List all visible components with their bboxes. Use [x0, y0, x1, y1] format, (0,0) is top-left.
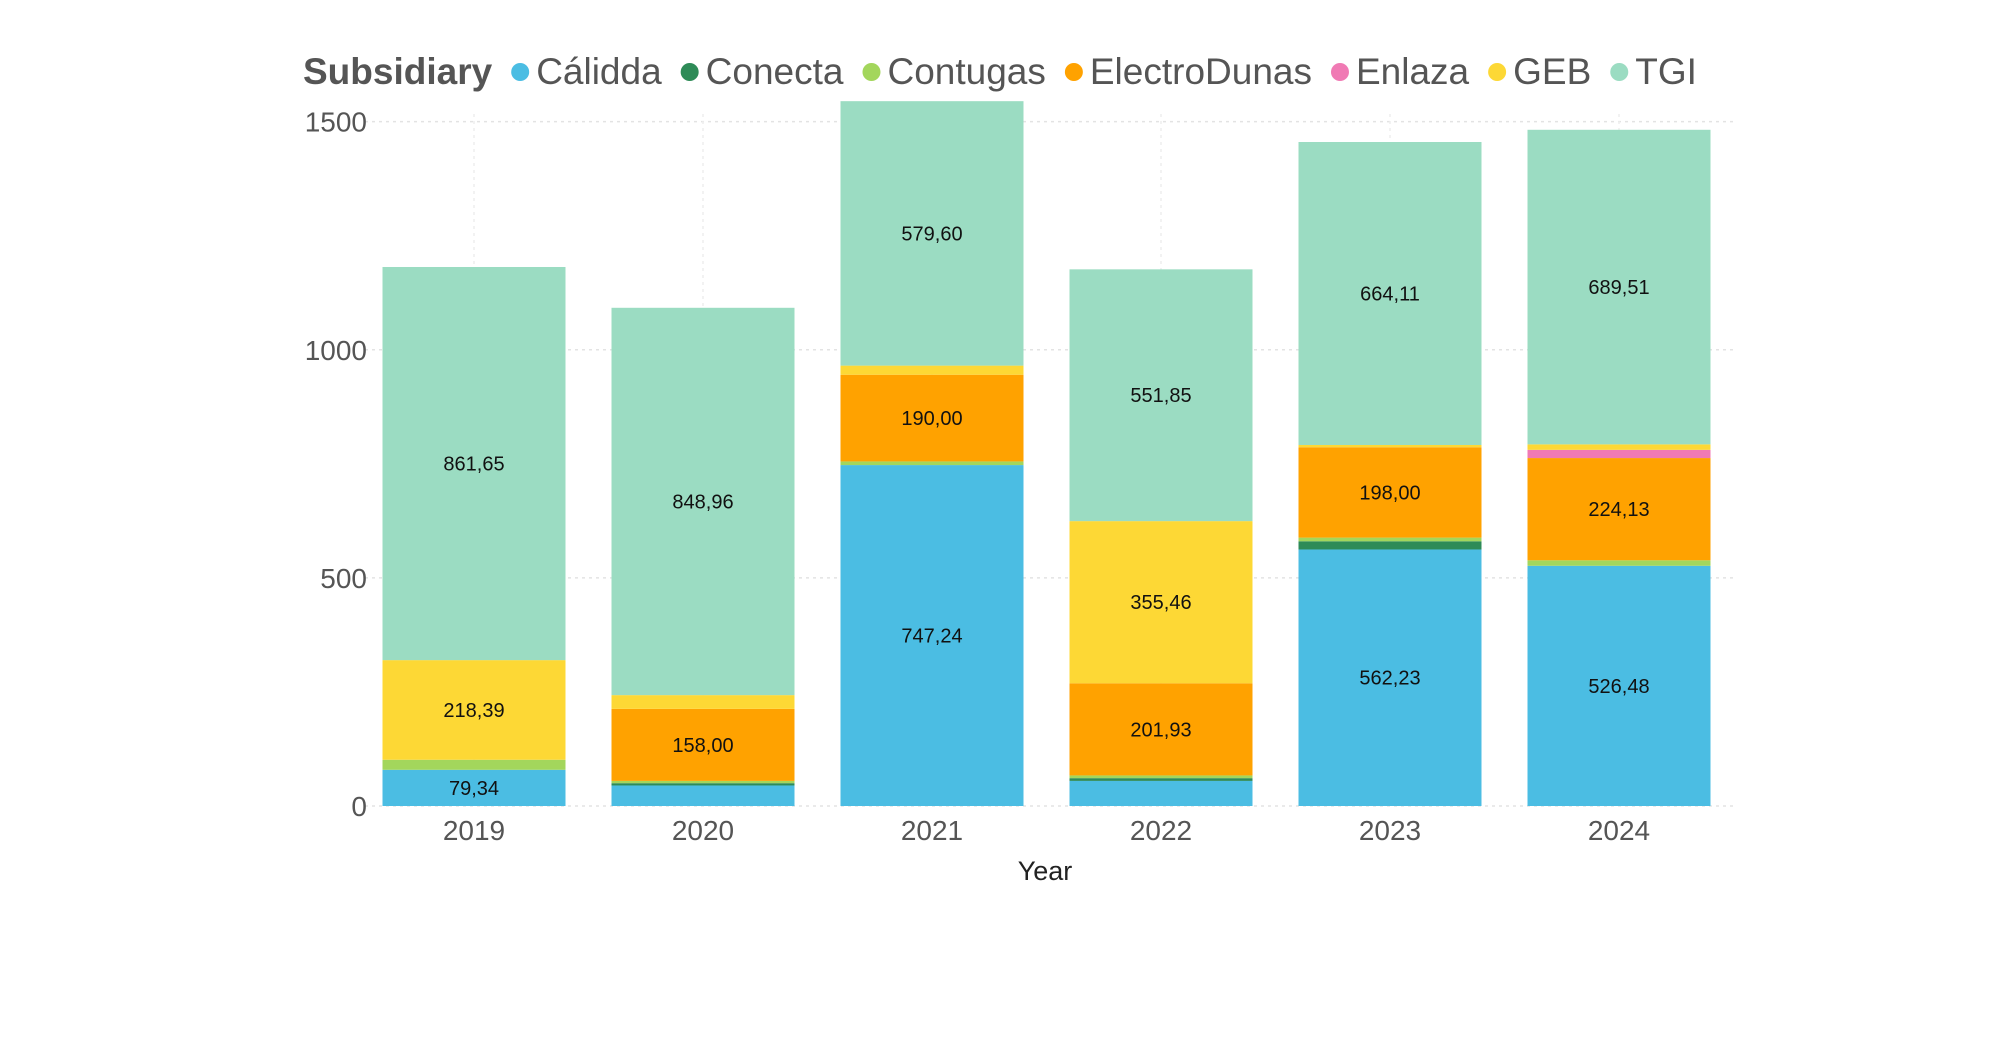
- data-label: 747,24: [901, 626, 962, 648]
- bars: [382, 101, 1711, 806]
- bar-segment-electrodunas: [611, 708, 795, 781]
- legend: Subsidiary Cálidda Conecta Contugas Electro…: [303, 51, 1697, 92]
- data-label: 158,00: [672, 735, 733, 757]
- legend-item[interactable]: ElectroDunas: [1064, 51, 1312, 92]
- bar-segment-tgi: [611, 307, 795, 696]
- data-label: 579,60: [901, 223, 962, 245]
- bar-segment-cálidda: [1527, 565, 1711, 806]
- bar-segment-cálidda: [1069, 780, 1253, 806]
- legend-swatch-icon: [862, 63, 881, 81]
- bar-segment-tgi: [382, 266, 566, 661]
- data-labels: 79,34 218,39 861,65 158,00 848,96 747,24 190,0…: [443, 223, 1649, 800]
- bar-segment-electrodunas: [840, 374, 1024, 462]
- data-label: 218,39: [443, 700, 504, 722]
- legend-swatch-icon: [1488, 63, 1507, 81]
- x-tick-label: 2019: [443, 815, 505, 846]
- bar-segment-cálidda: [611, 785, 795, 806]
- legend-item-label: Enlaza: [1356, 51, 1470, 92]
- x-tick-label: 2024: [1588, 815, 1650, 846]
- bar-segment-cálidda: [382, 769, 566, 806]
- bar-segment-contugas: [611, 780, 795, 784]
- legend-item-label: ElectroDunas: [1090, 51, 1312, 92]
- bar-segment-electrodunas: [1069, 683, 1253, 776]
- x-tick-label: 2023: [1359, 815, 1421, 846]
- legend-item-label: Conecta: [706, 51, 844, 92]
- bar-segment-geb: [840, 365, 1024, 375]
- data-label: 562,23: [1359, 668, 1420, 690]
- bar-segment-electrodunas: [1298, 447, 1482, 538]
- y-tick-label: 0: [351, 791, 367, 822]
- bar-segment-tgi: [1069, 269, 1253, 522]
- bar-segment-conecta: [611, 783, 795, 786]
- data-label: 664,11: [1360, 284, 1420, 306]
- bar-segment-geb: [382, 660, 566, 760]
- data-label: 689,51: [1588, 277, 1649, 299]
- legend-swatch-icon: [680, 63, 699, 81]
- legend-item[interactable]: TGI: [1610, 51, 1697, 92]
- x-tick-label: 2021: [901, 815, 963, 846]
- x-tick-label: 2020: [672, 815, 734, 846]
- data-label: 79,34: [449, 778, 499, 800]
- data-label: 224,13: [1588, 499, 1649, 521]
- data-label: 551,85: [1130, 385, 1191, 407]
- bar-segment-contugas: [1527, 560, 1711, 566]
- bar-segment-contugas: [840, 461, 1024, 466]
- legend-item[interactable]: Contugas: [862, 51, 1046, 92]
- data-label: 848,96: [672, 491, 733, 513]
- data-label: 198,00: [1359, 482, 1420, 504]
- bar-segment-cálidda: [840, 465, 1024, 806]
- bar-segment-geb: [1298, 445, 1482, 448]
- legend-title: Subsidiary: [303, 51, 493, 92]
- y-tick-label: 1500: [305, 107, 367, 138]
- legend-item-label: Contugas: [887, 51, 1045, 92]
- bar-segment-conecta: [1069, 778, 1253, 781]
- bar-segment-cálidda: [1298, 549, 1482, 806]
- data-label: 190,00: [901, 408, 962, 430]
- bar-segment-tgi: [1527, 129, 1711, 445]
- legend-item-label: Cálidda: [536, 51, 662, 92]
- data-label: 355,46: [1130, 592, 1191, 614]
- y-tick-label: 1000: [305, 335, 367, 366]
- legend-items: Cálidda Conecta Contugas ElectroDunas Enlaza…: [511, 51, 1697, 92]
- bar-segment-geb: [1069, 521, 1253, 684]
- bar-segment-contugas: [1069, 775, 1253, 779]
- x-axis: Year 2019 2020 2021 2022 2023 2024: [443, 815, 1650, 886]
- data-label: 861,65: [443, 454, 504, 476]
- legend-item[interactable]: Cálidda: [511, 51, 662, 92]
- x-axis-title: Year: [1018, 856, 1073, 886]
- bar-segment-conecta: [1298, 541, 1482, 550]
- x-tick-label: 2022: [1130, 815, 1192, 846]
- legend-item[interactable]: Conecta: [680, 51, 844, 92]
- bar-segment-enlaza: [1527, 449, 1711, 459]
- data-label: 201,93: [1130, 719, 1191, 741]
- y-axis: 0 500 1000 1500: [305, 107, 367, 822]
- legend-item[interactable]: GEB: [1488, 51, 1591, 92]
- legend-swatch-icon: [1330, 63, 1349, 81]
- legend-item-label: GEB: [1513, 51, 1591, 92]
- legend-swatch-icon: [511, 63, 530, 81]
- legend-item[interactable]: Enlaza: [1330, 51, 1470, 92]
- bar-segment-contugas: [382, 759, 566, 770]
- y-tick-label: 500: [320, 563, 367, 594]
- bar-segment-electrodunas: [1527, 458, 1711, 561]
- legend-swatch-icon: [1610, 63, 1629, 81]
- legend-item-label: TGI: [1635, 51, 1697, 92]
- legend-swatch-icon: [1064, 63, 1083, 81]
- bar-segment-geb: [1527, 444, 1711, 450]
- bar-segment-contugas: [1298, 537, 1482, 542]
- bar-segment-tgi: [1298, 142, 1482, 446]
- bar-segment-tgi: [840, 101, 1024, 366]
- data-label: 526,48: [1588, 676, 1649, 698]
- bar-segment-geb: [611, 695, 795, 709]
